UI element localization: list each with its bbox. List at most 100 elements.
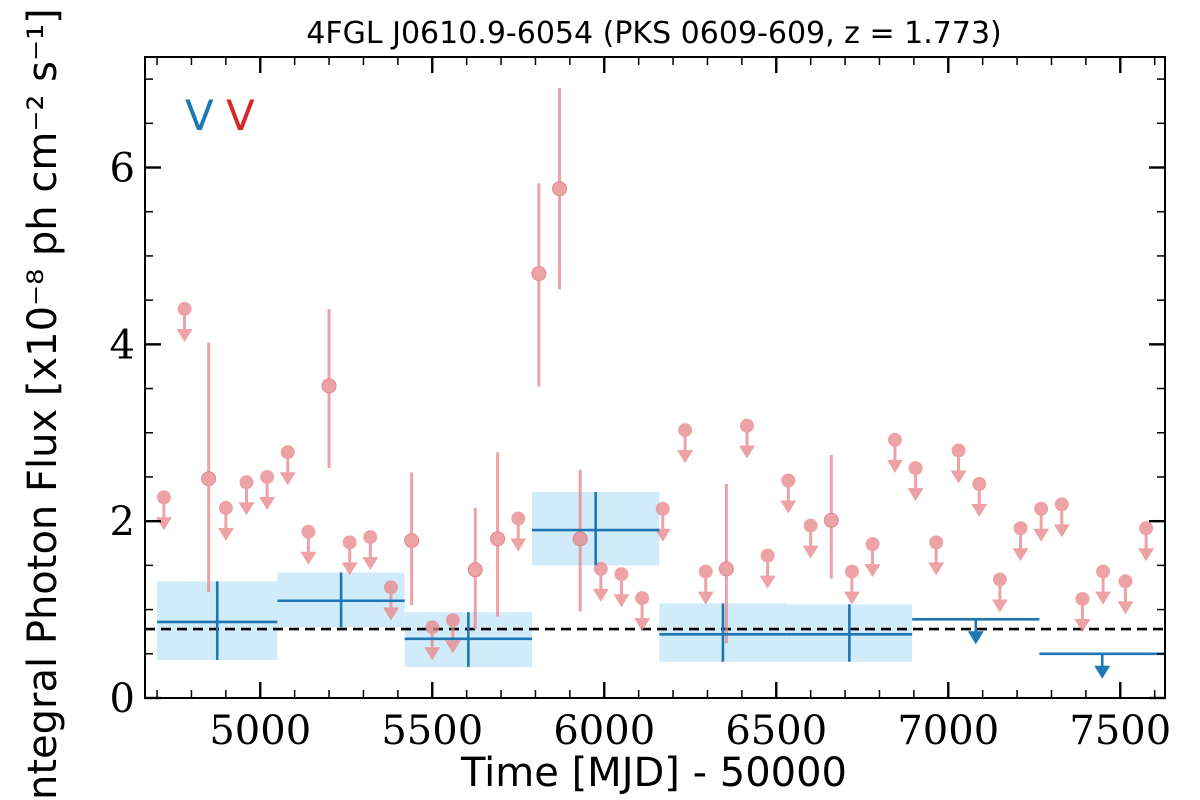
short-bin-marker	[321, 378, 337, 394]
short-bin-upper-limit	[739, 418, 756, 459]
y-tick-label: 4	[110, 322, 135, 368]
long-bin-point	[157, 581, 278, 660]
upper-limit-arrow	[217, 527, 234, 541]
upper-limit-marker	[865, 537, 880, 552]
upper-limit-arrow	[759, 575, 776, 589]
short-bin-marker	[467, 562, 483, 578]
upper-limit-marker	[342, 535, 357, 550]
short-bin-point	[552, 87, 568, 290]
short-bin-marker	[718, 561, 734, 577]
upper-limit-marker	[425, 620, 440, 635]
short-bin-point	[531, 183, 547, 387]
upper-limit-arrow	[510, 538, 527, 552]
short-bin-upper-limit	[510, 511, 527, 552]
long-bin-point	[659, 603, 787, 662]
upper-limit-arrow	[950, 470, 967, 484]
upper-limit-arrow	[382, 607, 399, 621]
upper-limit-arrow	[1053, 524, 1070, 538]
upper-limit-marker	[593, 561, 608, 576]
plot-frame	[144, 56, 1166, 699]
y-axis-label: Integral Photon Flux [x10⁻⁸ ph cm⁻² s⁻¹]	[20, 8, 66, 800]
short-bin-upper-limit	[843, 564, 860, 605]
upper-limit-arrow	[654, 528, 671, 542]
short-bin-upper-limit	[1012, 521, 1029, 562]
x-tick-label: 7500	[1069, 708, 1171, 754]
short-bin-upper-limit	[1095, 564, 1112, 605]
short-bin-upper-limit	[300, 524, 317, 565]
short-bin-series	[155, 87, 1155, 661]
upper-limit-marker	[383, 580, 398, 595]
short-bin-upper-limit	[1033, 501, 1050, 542]
short-bin-point	[404, 472, 420, 606]
upper-limit-marker	[760, 548, 775, 563]
upper-limit-arrow	[739, 445, 756, 459]
short-bin-upper-limit	[362, 530, 379, 571]
upper-limit-marker	[992, 572, 1007, 587]
y-tick-label: 2	[110, 499, 135, 545]
upper-limit-arrow	[697, 591, 714, 605]
axes: 5000 5500 6000 6500 7000 7500 0 2 4 6	[110, 56, 1171, 754]
upper-limit-marker	[280, 445, 295, 460]
x-tick-label: 6000	[553, 708, 655, 754]
upper-limit-marker	[614, 567, 629, 582]
upper-limit-arrow	[1094, 665, 1111, 679]
y-tick-label: 6	[110, 146, 135, 192]
upper-limit-marker	[951, 443, 966, 458]
upper-limit-marker	[1013, 521, 1028, 536]
upper-limit-marker	[929, 535, 944, 550]
short-bin-upper-limit	[780, 473, 797, 514]
upper-limit-arrow	[907, 488, 924, 502]
short-bin-upper-limit	[697, 564, 714, 605]
chart-title: 4FGL J0610.9-6054 (PKS 0609-609, z = 1.7…	[306, 16, 1001, 51]
short-bin-upper-limit	[634, 591, 651, 632]
short-bin-point	[321, 308, 337, 469]
short-bin-point	[572, 469, 588, 612]
short-bin-point	[718, 484, 734, 644]
short-bin-marker	[404, 533, 420, 549]
upper-limit-marker	[239, 475, 254, 490]
long-bin-series	[157, 491, 1165, 679]
chart-text: 4FGL J0610.9-6054 (PKS 0609-609, z = 1.7…	[20, 8, 1002, 800]
upper-limit-marker	[698, 564, 713, 579]
short-bin-upper-limit	[1138, 521, 1155, 562]
long-bin-point	[786, 604, 913, 662]
short-bin-upper-limit	[991, 572, 1008, 613]
upper-limit-arrow	[279, 472, 296, 486]
upper-limit-arrow	[1074, 618, 1091, 632]
short-bin-upper-limit	[279, 445, 296, 486]
short-bin-upper-limit	[592, 561, 609, 602]
long-bin-bands	[157, 491, 913, 668]
upper-limit-marker	[1054, 497, 1069, 512]
upper-limit-arrow	[634, 618, 651, 632]
short-bin-marker	[552, 181, 568, 197]
upper-limit-arrow	[155, 517, 172, 531]
short-bin-upper-limit	[1053, 497, 1070, 538]
upper-limit-arrow	[843, 591, 860, 605]
upper-limit-arrow	[677, 450, 694, 464]
upper-limit-arrow	[259, 496, 276, 510]
upper-limit-marker	[781, 473, 796, 488]
long-bin-point	[404, 612, 533, 668]
legend-marker-short: V	[226, 91, 255, 140]
short-bin-point	[467, 507, 483, 630]
short-bin-point	[490, 452, 506, 617]
short-bin-upper-limit	[654, 501, 671, 542]
upper-limit-arrow	[1095, 591, 1112, 605]
upper-limit-marker	[1096, 564, 1111, 579]
short-bin-marker	[490, 531, 506, 547]
upper-limit-marker	[655, 501, 670, 516]
upper-limit-marker	[445, 613, 460, 628]
long-bin-upper-limit	[1039, 652, 1165, 679]
x-axis-label: Time [MJD] - 50000	[460, 750, 847, 796]
upper-limit-marker	[177, 301, 192, 316]
short-bin-upper-limit	[259, 469, 276, 510]
short-bin-upper-limit	[217, 500, 234, 541]
upper-limit-marker	[908, 461, 923, 476]
x-tick-label: 5000	[209, 708, 311, 754]
short-bin-upper-limit	[238, 475, 255, 516]
upper-limit-arrow	[238, 502, 255, 516]
upper-limit-marker	[972, 477, 987, 492]
short-bin-upper-limit	[759, 548, 776, 589]
upper-limit-arrow	[592, 588, 609, 602]
short-bin-upper-limit	[1117, 574, 1134, 615]
